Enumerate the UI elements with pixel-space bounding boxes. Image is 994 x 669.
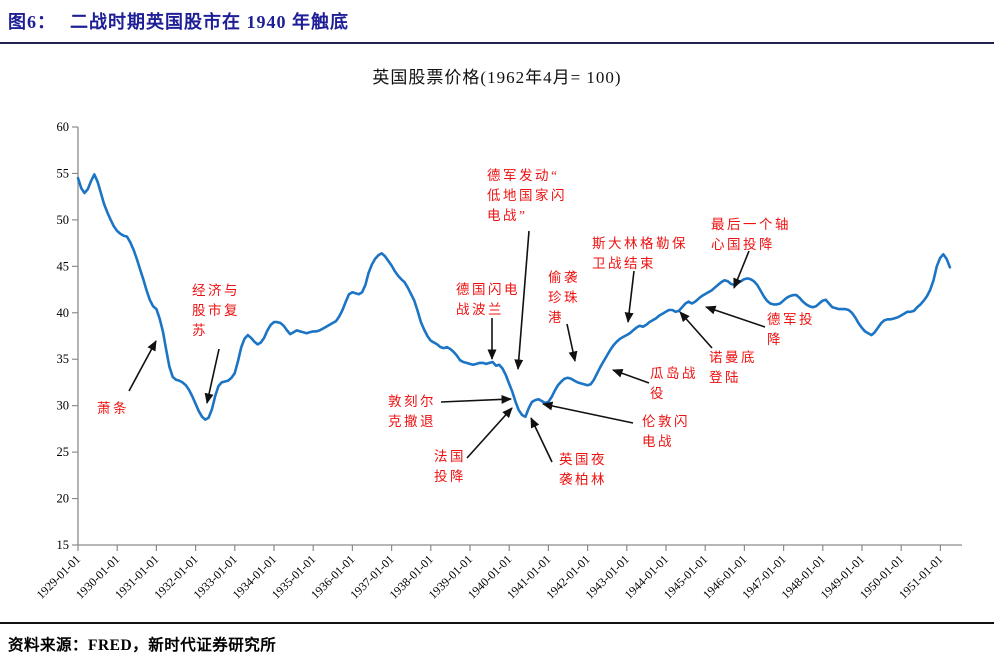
annotation-arrows bbox=[128, 230, 766, 463]
y-tick-label: 40 bbox=[57, 306, 70, 320]
chart-title: 英国股票价格(1962年4月= 100) bbox=[372, 68, 622, 87]
header-rule bbox=[0, 42, 994, 44]
annotation-line: 经济与 bbox=[192, 283, 240, 298]
arrow-dunkirk-evacuation bbox=[440, 394, 512, 404]
y-tick-label: 45 bbox=[57, 259, 70, 273]
annotation-line: 电战” bbox=[487, 208, 528, 223]
annotation-line: 战波兰 bbox=[456, 302, 504, 317]
annotation-line: 投降 bbox=[434, 469, 466, 484]
arrow-france-surrenders bbox=[466, 407, 513, 459]
y-tick-label: 35 bbox=[57, 352, 70, 366]
annotation-line: 股市复 bbox=[192, 303, 240, 318]
annotation-last-axis-surrender: 最后一个轴 心国投降 bbox=[711, 215, 791, 255]
arrow-depression bbox=[128, 340, 157, 392]
annotation-line: 卫战结束 bbox=[592, 256, 656, 271]
annotation-line: 伦敦闪 bbox=[642, 414, 690, 429]
arrow-normandy-landings bbox=[679, 311, 713, 349]
arrow-german-surrender bbox=[705, 305, 766, 328]
annotation-line: 敦刻尔 bbox=[388, 394, 436, 409]
annotation-line: 降 bbox=[767, 332, 783, 347]
annotation-line: 法国 bbox=[434, 449, 466, 464]
arrow-last-axis-surrender bbox=[733, 250, 750, 289]
y-tick-label: 20 bbox=[57, 492, 70, 506]
annotation-line: 低地国家闪 bbox=[487, 188, 567, 203]
annotation-line: 萧条 bbox=[97, 401, 129, 416]
annotation-line: 袭柏林 bbox=[559, 472, 607, 487]
annotation-dunkirk-evacuation: 敦刻尔 克撤退 bbox=[388, 392, 436, 432]
annotation-france-surrenders: 法国 投降 bbox=[434, 447, 466, 487]
annotation-stalingrad-battle-ends: 斯大林格勒保 卫战结束 bbox=[592, 234, 688, 274]
annotation-uk-night-raid-berlin: 英国夜 袭柏林 bbox=[559, 450, 607, 490]
source-rule bbox=[0, 622, 994, 624]
figure-title: 二战时期英国股市在 1940 年触底 bbox=[70, 12, 349, 32]
annotation-german-surrender: 德军投降 bbox=[767, 310, 815, 350]
annotation-line: 偷袭 bbox=[548, 270, 580, 285]
y-tick-label: 55 bbox=[57, 166, 70, 180]
annotation-line: 港 bbox=[548, 310, 564, 325]
arrow-uk-night-raid-berlin bbox=[530, 417, 553, 463]
annotation-line: 登陆 bbox=[709, 370, 741, 385]
annotation-line: 最后一个轴 bbox=[711, 217, 791, 232]
annotation-line: 斯大林格勒保 bbox=[592, 236, 688, 251]
annotation-line: 德国闪电 bbox=[456, 282, 520, 297]
annotation-line: 德军投 bbox=[767, 312, 815, 327]
y-tick-label: 25 bbox=[57, 445, 70, 459]
annotation-line: 克撤退 bbox=[388, 414, 436, 429]
y-tick-label: 50 bbox=[57, 213, 70, 227]
annotation-blitzkrieg-low-countries: 德军发动“ 低地国家闪电战” bbox=[487, 166, 567, 226]
annotation-depression: 萧条 bbox=[97, 399, 129, 419]
arrow-recovery bbox=[204, 348, 220, 404]
price-line-group bbox=[76, 173, 952, 421]
annotation-line: 英国夜 bbox=[559, 452, 607, 467]
arrow-blitzkrieg-low-countries bbox=[514, 230, 530, 370]
annotation-line: 役 bbox=[650, 386, 666, 401]
annotation-recovery: 经济与 股市复苏 bbox=[192, 281, 240, 341]
figure-header: 图6： 二战时期英国股市在 1940 年触底 bbox=[8, 8, 349, 34]
source-text: 资料来源：FRED，新时代证券研究所 bbox=[8, 637, 277, 654]
annotation-line: 珍珠 bbox=[548, 290, 580, 305]
arrow-stalingrad-battle-ends bbox=[624, 270, 635, 323]
annotation-line: 诺曼底 bbox=[709, 350, 757, 365]
annotation-guadalcanal-campaign: 瓜岛战役 bbox=[650, 364, 698, 404]
annotation-london-blitz: 伦敦闪 电战 bbox=[642, 412, 690, 452]
arrow-pearl-harbor-attack bbox=[566, 323, 578, 362]
annotation-line: 电战 bbox=[642, 434, 674, 449]
annotation-pearl-harbor-attack: 偷袭 珍珠港 bbox=[548, 268, 580, 328]
y-tick-label: 30 bbox=[57, 399, 70, 413]
annotation-line: 苏 bbox=[192, 323, 208, 338]
annotation-normandy-landings: 诺曼底 登陆 bbox=[709, 348, 757, 388]
annotation-line: 瓜岛战 bbox=[650, 366, 698, 381]
y-tick-label: 15 bbox=[57, 538, 70, 552]
arrow-guadalcanal-campaign bbox=[612, 368, 650, 384]
arrow-london-blitz bbox=[542, 401, 634, 424]
y-tick-label: 60 bbox=[57, 120, 70, 134]
annotation-blitzkrieg-poland: 德国闪电 战波兰 bbox=[456, 280, 520, 320]
price-line bbox=[76, 173, 952, 421]
figure-number: 图6： bbox=[8, 12, 56, 32]
annotation-line: 心国投降 bbox=[711, 237, 775, 252]
annotation-line: 德军发动“ bbox=[487, 168, 560, 183]
